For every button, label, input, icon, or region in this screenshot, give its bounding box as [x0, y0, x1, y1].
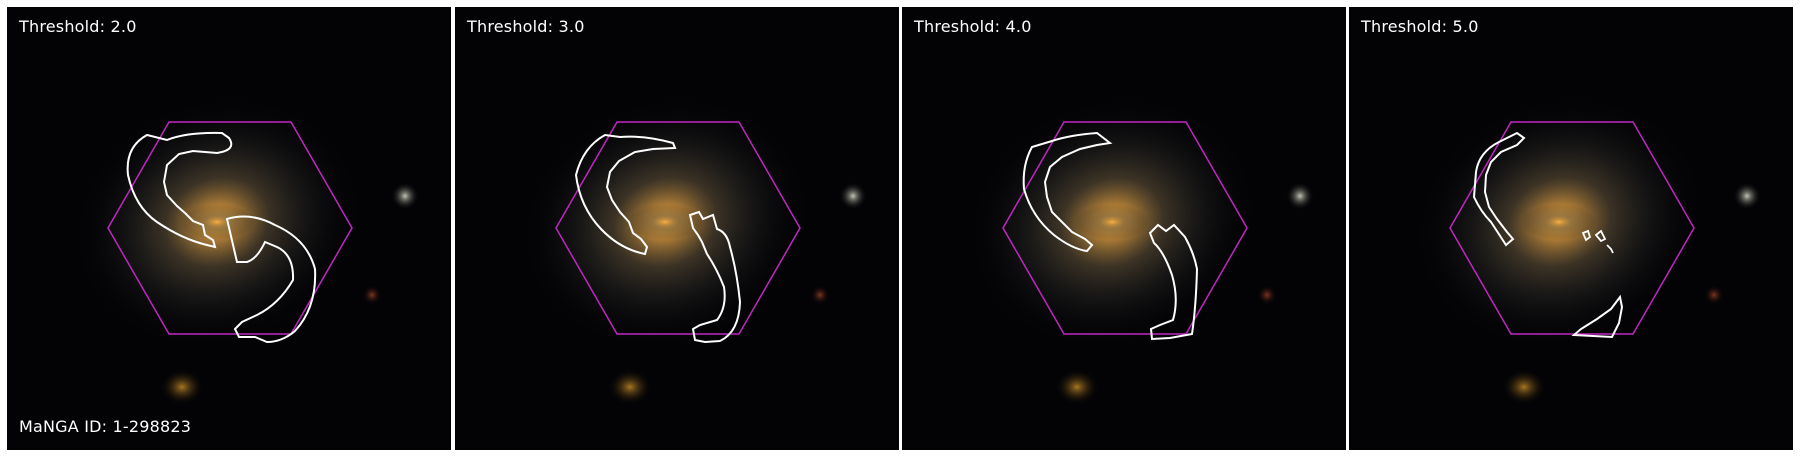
- ifu-hexagon: [1449, 121, 1695, 335]
- contour: [1022, 131, 1113, 253]
- threshold-label: Threshold: 2.0: [19, 17, 137, 36]
- panel-threshold-2: Threshold: 2.0 MaNGA ID: 1-298823: [7, 7, 451, 450]
- ifu-hexagon: [107, 121, 353, 335]
- manga-id-label: MaNGA ID: 1-298823: [19, 417, 192, 436]
- threshold-label: Threshold: 3.0: [467, 17, 585, 36]
- galaxy-image: [1411, 93, 1761, 405]
- contour: [126, 131, 233, 249]
- contour: [574, 133, 677, 256]
- threshold-label: Threshold: 5.0: [1361, 17, 1479, 36]
- contour: [1571, 294, 1624, 339]
- contour: [688, 210, 742, 344]
- ifu-hexagon: [1002, 121, 1248, 335]
- contour: [1606, 244, 1614, 254]
- contour: [225, 215, 317, 344]
- ifu-hexagon: [555, 121, 801, 335]
- panel-threshold-5: Threshold: 5.0: [1349, 7, 1793, 450]
- threshold-label: Threshold: 4.0: [914, 17, 1032, 36]
- contour: [1581, 229, 1592, 242]
- galaxy-image: [517, 93, 867, 405]
- contour: [1472, 131, 1526, 247]
- galaxy-image: [69, 93, 419, 405]
- panel-threshold-3: Threshold: 3.0: [455, 7, 899, 450]
- contour: [1148, 223, 1199, 341]
- contour: [1594, 229, 1607, 243]
- panel-threshold-4: Threshold: 4.0: [902, 7, 1346, 450]
- galaxy-image: [964, 93, 1314, 405]
